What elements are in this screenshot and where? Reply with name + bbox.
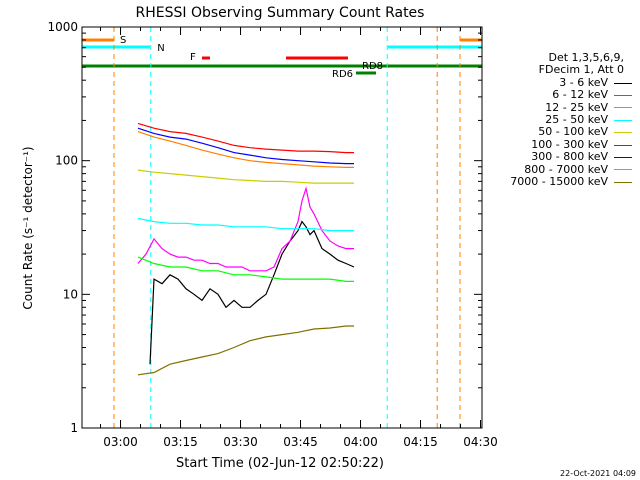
legend-item: 3 - 6 keV bbox=[484, 75, 634, 89]
x-tick-label: 03:30 bbox=[223, 435, 258, 449]
legend-label: 3 - 6 keV bbox=[559, 75, 608, 89]
legend-label: 300 - 800 keV bbox=[531, 150, 608, 164]
legend-label: 100 - 300 keV bbox=[531, 137, 608, 151]
legend-label: 7000 - 15000 keV bbox=[510, 175, 608, 189]
legend-item: 800 - 7000 keV bbox=[484, 162, 634, 176]
x-tick-label: 03:15 bbox=[163, 435, 198, 449]
legend-item: 6 - 12 keV bbox=[484, 88, 634, 102]
flag-label: F bbox=[190, 52, 196, 63]
y-tick-label: 100 bbox=[55, 154, 78, 168]
flag-label: S bbox=[120, 35, 126, 46]
x-tick-label: 03:00 bbox=[103, 435, 138, 449]
legend-swatch bbox=[614, 94, 632, 96]
legend-label: 25 - 50 keV bbox=[545, 113, 608, 127]
legend-header-line-2: FDecim 1, Att 0 bbox=[538, 63, 624, 77]
legend-label: 12 - 25 keV bbox=[545, 100, 608, 114]
series-line bbox=[137, 127, 354, 165]
legend-label: 800 - 7000 keV bbox=[524, 162, 608, 176]
legend-swatch bbox=[614, 107, 632, 109]
x-tick-label: 04:00 bbox=[343, 435, 378, 449]
legend: Det 1,3,5,6,9, FDecim 1, Att 0 3 - 6 keV… bbox=[484, 51, 634, 189]
legend-item: 12 - 25 keV bbox=[484, 100, 634, 114]
x-axis-label: Start Time (02-Jun-12 02:50:22) bbox=[176, 456, 384, 471]
flag-bars: S N F RD6 RD8 bbox=[82, 27, 482, 428]
legend-swatch bbox=[614, 144, 632, 146]
x-tick-label: 03:45 bbox=[283, 435, 318, 449]
series-lines bbox=[137, 122, 355, 376]
legend-item: 300 - 800 keV bbox=[484, 150, 634, 164]
legend-swatch bbox=[614, 82, 632, 84]
plot-border bbox=[81, 26, 483, 429]
legend-item: 7000 - 15000 keV bbox=[484, 175, 634, 189]
legend-swatch bbox=[614, 181, 632, 183]
series-line bbox=[137, 325, 354, 376]
series-line bbox=[149, 220, 355, 365]
legend-swatch bbox=[614, 169, 632, 171]
legend-item: 25 - 50 keV bbox=[484, 113, 634, 127]
date-stamp: 22-Oct-2021 04:09 bbox=[560, 469, 636, 478]
x-axis: 03:00 03:15 03:30 03:45 04:00 04:15 04:30 bbox=[100, 27, 498, 449]
x-tick-label: 04:15 bbox=[403, 435, 438, 449]
chart-title: RHESSI Observing Summary Count Rates bbox=[136, 5, 425, 21]
legend-label: 6 - 12 keV bbox=[552, 88, 608, 102]
legend-swatch bbox=[614, 156, 632, 158]
legend-swatch bbox=[614, 119, 632, 121]
y-axis: 1 10 100 1000 bbox=[47, 20, 482, 435]
plot-frame bbox=[81, 26, 483, 429]
y-tick-label: 1 bbox=[70, 421, 78, 435]
flag-label: RD6 bbox=[332, 69, 353, 80]
y-tick-label: 1000 bbox=[47, 20, 78, 34]
y-tick-label: 10 bbox=[63, 287, 78, 301]
x-tick-label: 04:30 bbox=[463, 435, 498, 449]
legend-header-line-1: Det 1,3,5,6,9, bbox=[548, 51, 624, 64]
legend-item: 100 - 300 keV bbox=[484, 137, 634, 151]
legend-swatch bbox=[614, 132, 632, 134]
legend-label: 50 - 100 keV bbox=[538, 125, 608, 139]
flag-label: RD8 bbox=[362, 61, 383, 72]
series-line bbox=[137, 122, 354, 154]
y-axis-label: Count Rate (s⁻¹ detector⁻¹) bbox=[21, 146, 35, 309]
series-line bbox=[137, 217, 354, 232]
legend-item: 50 - 100 keV bbox=[484, 126, 634, 138]
series-line bbox=[137, 186, 354, 272]
flag-label: N bbox=[157, 43, 164, 54]
series-line bbox=[137, 256, 354, 282]
series-line bbox=[137, 169, 354, 184]
series-line bbox=[137, 131, 354, 168]
